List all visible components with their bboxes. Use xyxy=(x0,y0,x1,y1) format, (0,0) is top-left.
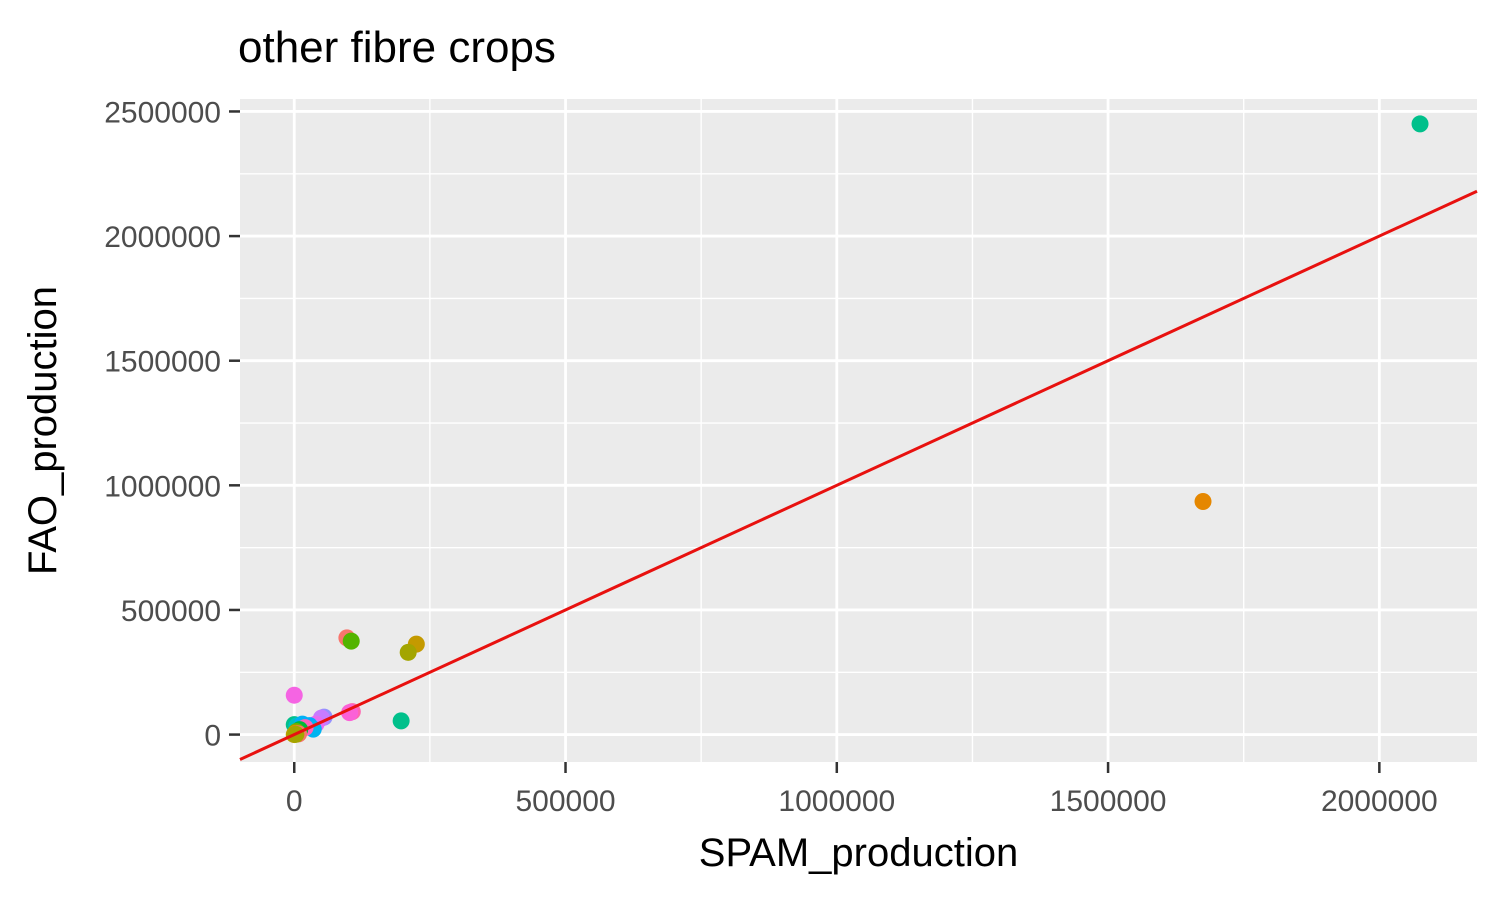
y-tick-label: 2000000 xyxy=(104,221,221,254)
data-point xyxy=(1194,493,1212,511)
reference-line xyxy=(239,189,1478,761)
y-tick-label: 1500000 xyxy=(104,346,221,379)
x-tick-label: 500000 xyxy=(515,785,615,818)
x-tick-label: 2000000 xyxy=(1321,785,1438,818)
major-gridlines xyxy=(240,99,1477,762)
plot-panel xyxy=(240,99,1477,762)
x-axis: 0 500000 1000000 1500000 2000000 xyxy=(286,762,1438,818)
y-axis: 0 500000 1000000 1500000 2000000 2500000 xyxy=(104,96,240,753)
data-point xyxy=(342,632,360,650)
data-point xyxy=(1411,115,1429,133)
x-axis-title: SPAM_production xyxy=(699,831,1018,875)
y-tick-label: 0 xyxy=(204,720,221,753)
data-point xyxy=(399,643,417,661)
y-axis-title: FAO_production xyxy=(21,286,65,575)
y-tick-label: 500000 xyxy=(121,595,221,628)
data-point xyxy=(392,712,410,730)
y-tick-label: 2500000 xyxy=(104,96,221,129)
chart-title: other fibre crops xyxy=(238,23,556,72)
x-tick-label: 1000000 xyxy=(778,785,895,818)
minor-gridlines xyxy=(240,99,1477,762)
x-tick-label: 1500000 xyxy=(1050,785,1167,818)
x-tick-label: 0 xyxy=(286,785,303,818)
y-tick-label: 1000000 xyxy=(104,470,221,503)
data-point xyxy=(285,686,303,704)
